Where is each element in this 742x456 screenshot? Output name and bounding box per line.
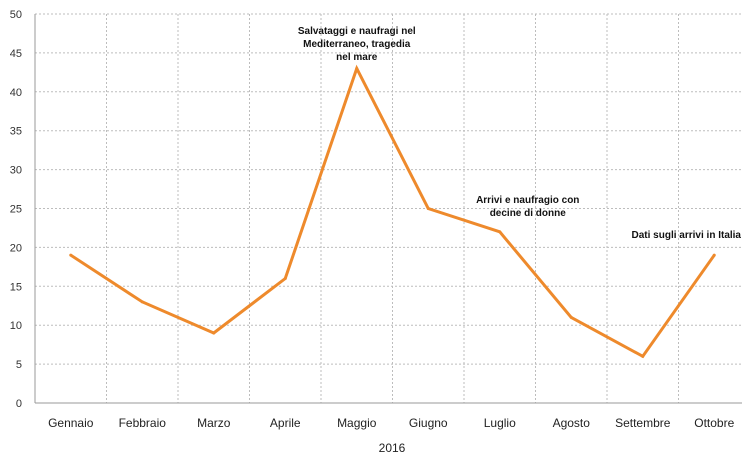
data-point [355,66,359,70]
x-axis-title: 2016 [379,441,406,455]
y-tick-label: 10 [10,320,22,332]
data-point [212,331,216,335]
y-tick-label: 15 [10,281,22,293]
annotations: Salvataggi e naufragi nel Mediterraneo, t… [298,26,742,241]
y-tick-label: 5 [16,359,22,371]
x-tick-label: Maggio [337,416,377,430]
data-point [569,315,573,319]
annotation-text: nel mare [336,52,378,63]
x-tick-label: Giugno [409,416,448,430]
x-tick-labels: Gennaio Febbraio Marzo Aprile Maggio Giugno Lu… [48,416,735,430]
data-point [498,230,502,234]
y-tick-label: 25 [10,204,22,216]
y-tick-label: 50 [10,9,22,21]
y-tick-label: 0 [16,398,22,410]
y-tick-label: 40 [10,87,22,99]
grid [35,13,742,403]
annotation-text: Salvataggi e naufragi nel [298,26,416,37]
series-line [69,64,716,359]
y-tick-label: 45 [10,48,22,60]
y-tick-label: 20 [10,242,22,254]
data-point [140,300,144,304]
x-tick-label: Febbraio [119,416,167,430]
annotation-text: Mediterraneo, tragedia [303,39,411,50]
x-tick-label: Ottobre [694,416,734,430]
data-point [69,253,73,257]
annotation-text: Arrivi e naufragio con [476,195,579,206]
data-point [712,253,716,257]
x-tick-label: Marzo [197,416,231,430]
x-tick-label: Aprile [270,416,301,430]
y-tick-label: 30 [10,165,22,177]
data-point [641,354,645,358]
y-tick-labels: 0 5 10 15 20 25 30 35 40 45 50 [10,9,22,410]
series [69,64,716,359]
y-tick-label: 35 [10,126,22,138]
data-point [426,207,430,210]
annotation-text: decine di donne [490,208,567,219]
annotation-text: Dati sugli arrivi in Italia [632,230,742,241]
data-point [283,277,287,281]
x-tick-label: Gennaio [48,416,94,430]
x-tick-label: Agosto [553,416,591,430]
x-tick-label: Luglio [484,416,516,430]
x-tick-label: Settembre [615,416,671,430]
